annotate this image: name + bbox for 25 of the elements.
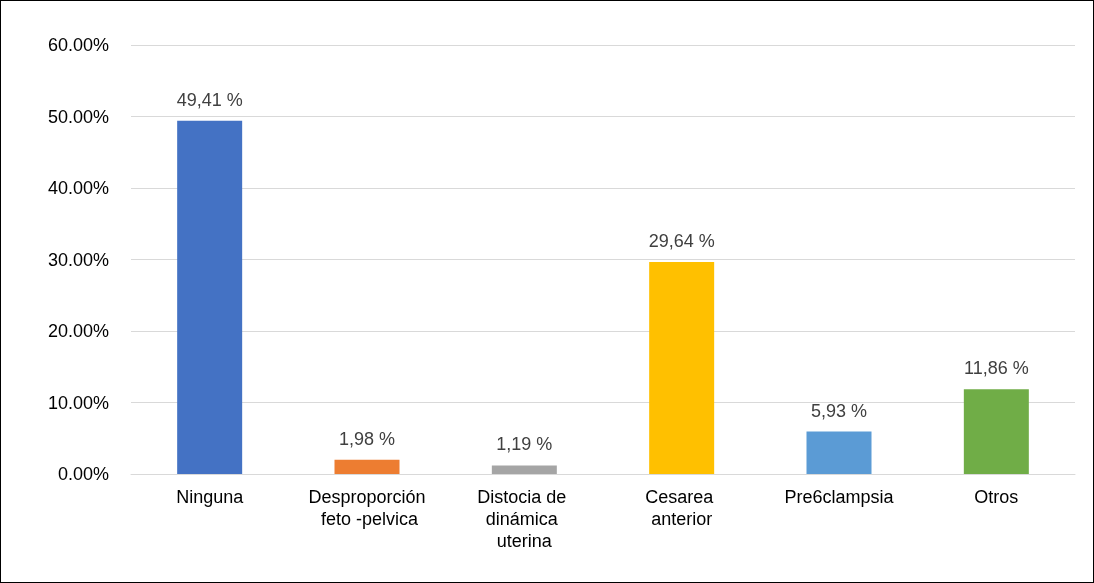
y-tick-label: 60.00% bbox=[47, 35, 109, 55]
bar bbox=[177, 120, 243, 474]
y-tick-label: 20.00% bbox=[47, 321, 109, 341]
y-tick-label: 10.00% bbox=[47, 392, 109, 413]
bar bbox=[334, 459, 400, 474]
bar bbox=[491, 465, 557, 474]
x-tick-label: Ninguna bbox=[176, 487, 245, 507]
bar bbox=[649, 262, 715, 474]
x-tick-label: Desproporción feto -pelvica bbox=[308, 487, 426, 529]
y-tick-label: 50.00% bbox=[47, 106, 109, 127]
x-tick-label: Distocia de dinámica uterina bbox=[477, 487, 572, 551]
data-label: 1,98 % bbox=[338, 428, 396, 449]
y-tick-label: 0.00% bbox=[57, 464, 109, 484]
bar bbox=[963, 389, 1029, 474]
x-tick-label: Pre6clampsia bbox=[784, 487, 895, 507]
y-tick-label: 30.00% bbox=[47, 249, 109, 270]
data-label: 11,86 % bbox=[963, 358, 1029, 379]
x-tick-label: Cesarea anterior bbox=[645, 487, 719, 529]
data-label: 29,64 % bbox=[648, 231, 715, 252]
data-label: 1,19 % bbox=[496, 434, 553, 455]
bar bbox=[806, 431, 872, 474]
data-label: 5,93 % bbox=[810, 400, 868, 421]
data-label: 49,41 % bbox=[176, 89, 243, 110]
x-tick-label: Otros bbox=[974, 487, 1019, 507]
y-tick-label: 40.00% bbox=[47, 178, 109, 198]
